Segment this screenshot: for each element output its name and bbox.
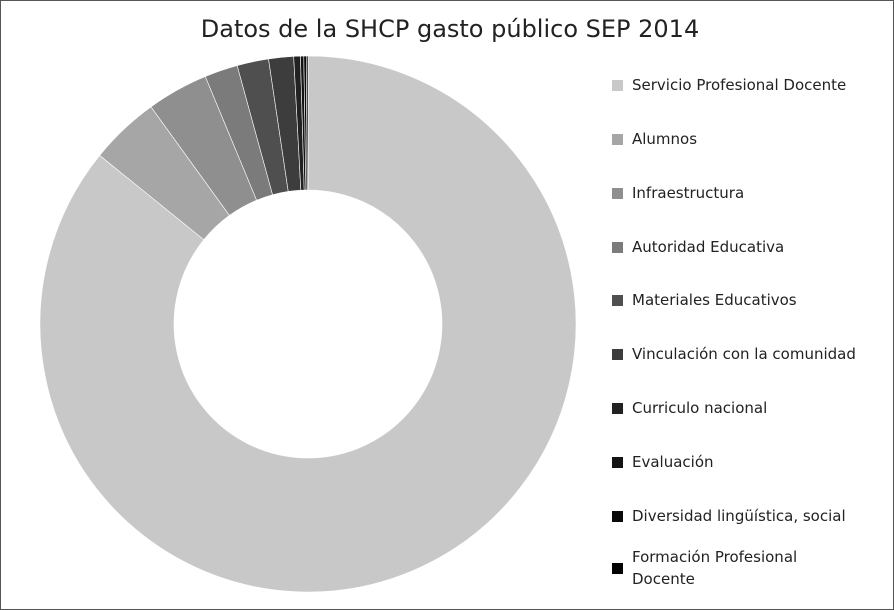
legend-label: Formación Profesional Docente: [632, 548, 798, 588]
legend-label: Curriculo nacional: [632, 399, 768, 417]
legend-swatch: [612, 187, 623, 199]
legend-label: Infraestructura: [632, 184, 745, 202]
legend-label: Evaluación: [632, 453, 714, 471]
legend-swatch: [612, 294, 623, 306]
legend-swatch: [612, 241, 623, 253]
legend-swatch: [612, 133, 623, 145]
legend-swatch: [612, 456, 623, 468]
legend-item: Autoridad Educativa: [612, 236, 882, 258]
legend-swatch: [612, 79, 623, 91]
legend-item: Infraestructura: [612, 182, 882, 204]
legend-swatch: [612, 510, 623, 522]
legend-label: Servicio Profesional Docente: [632, 76, 847, 94]
legend-item: Evaluación: [612, 451, 882, 473]
legend-label: Diversidad lingüística, social: [632, 507, 846, 525]
legend-item: Vinculación con la comunidad: [612, 343, 882, 365]
legend-swatch: [612, 402, 623, 414]
legend-item: Diversidad lingüística, social: [612, 505, 882, 527]
legend-item: Curriculo nacional: [612, 397, 882, 419]
donut-slice: [306, 55, 309, 191]
donut-slice: [39, 55, 577, 593]
legend-label: Materiales Educativos: [632, 291, 797, 309]
legend-label: Autoridad Educativa: [632, 238, 785, 256]
legend-swatch: [612, 348, 623, 360]
legend-item: Servicio Profesional Docente: [612, 74, 882, 96]
legend-label: Vinculación con la comunidad: [632, 345, 856, 363]
legend-swatch: [612, 562, 623, 574]
chart-title: Datos de la SHCP gasto público SEP 2014: [201, 15, 699, 43]
legend-item: Formación Profesional Docente: [612, 546, 882, 590]
legend-item: Alumnos: [612, 128, 882, 150]
legend-label: Alumnos: [632, 130, 698, 148]
legend-item: Materiales Educativos: [612, 289, 882, 311]
